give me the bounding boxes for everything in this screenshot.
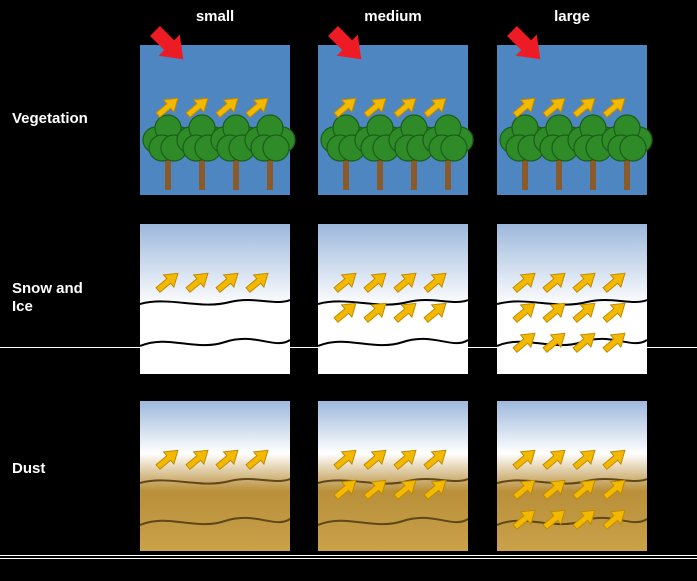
row-label: Snow andIce	[12, 280, 132, 316]
divider-line	[0, 558, 697, 559]
panel-svg	[497, 45, 647, 195]
panel-r1-c0	[140, 224, 290, 374]
panel-r2-c0	[140, 401, 290, 551]
diagram-stage: small medium large Vegetation Snow andIce Dus…	[0, 0, 697, 581]
panel-r0-c2	[497, 45, 647, 195]
row-label: Dust	[12, 460, 132, 478]
panel-svg	[497, 224, 647, 374]
panel-r0-c1	[318, 45, 468, 195]
panel-svg	[140, 401, 290, 551]
panel-svg	[318, 224, 468, 374]
panel-svg	[497, 401, 647, 551]
panel-svg	[318, 45, 468, 195]
tree-foliage	[263, 135, 289, 161]
column-header: medium	[318, 8, 468, 25]
panel-r2-c1	[318, 401, 468, 551]
panel-r0-c0	[140, 45, 290, 195]
panel-r1-c1	[318, 224, 468, 374]
column-header: large	[497, 8, 647, 25]
tree-foliage	[620, 135, 646, 161]
column-header: small	[140, 8, 290, 25]
panel-svg	[140, 45, 290, 195]
tree-foliage	[441, 135, 467, 161]
row-label: Vegetation	[12, 110, 132, 128]
divider-line	[0, 555, 697, 556]
panel-r2-c2	[497, 401, 647, 551]
panel-svg	[140, 224, 290, 374]
panel-r1-c2	[497, 224, 647, 374]
panel-svg	[318, 401, 468, 551]
